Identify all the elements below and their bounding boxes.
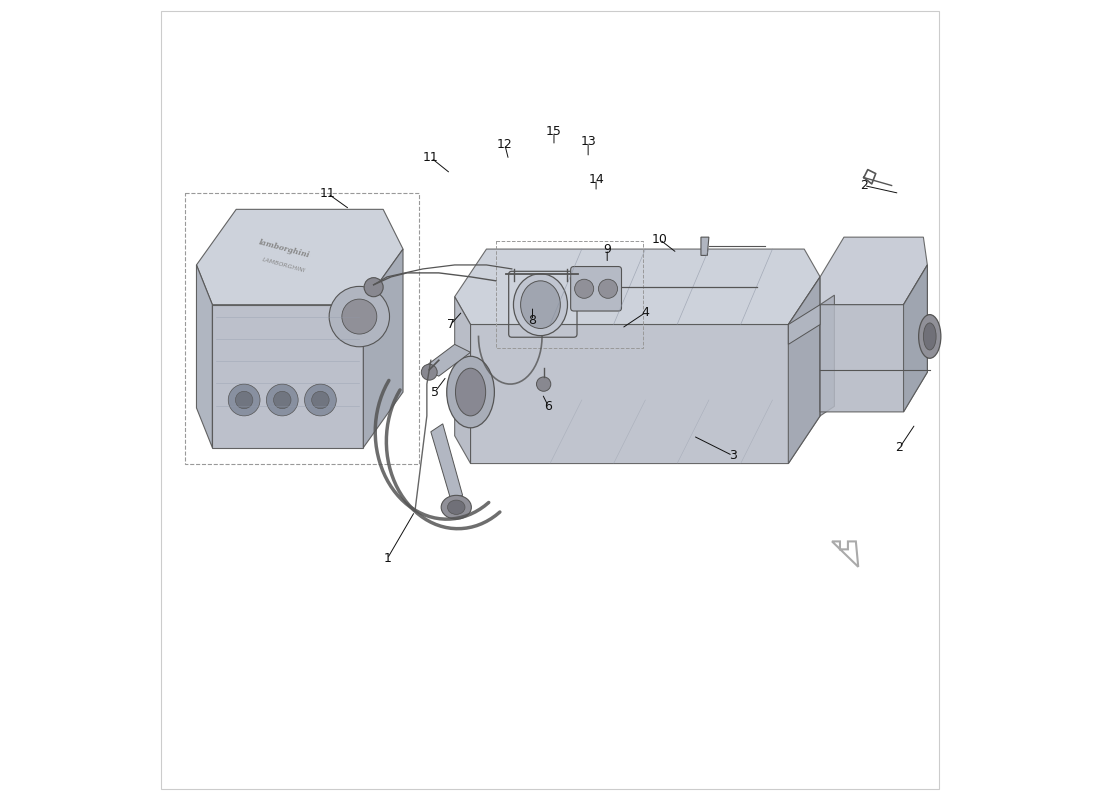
Polygon shape [454,249,821,325]
Ellipse shape [520,281,560,329]
Polygon shape [363,249,403,448]
Text: 10: 10 [651,233,668,246]
Text: 3: 3 [729,449,737,462]
Circle shape [574,279,594,298]
Text: 6: 6 [544,400,552,413]
Text: 4: 4 [641,306,649,319]
Text: 12: 12 [497,138,513,150]
Text: 7: 7 [447,318,454,331]
Text: 13: 13 [581,135,596,148]
Ellipse shape [514,274,568,336]
Text: 11: 11 [424,151,439,164]
Polygon shape [701,237,708,255]
Polygon shape [789,277,821,463]
Polygon shape [471,277,821,463]
Text: 15: 15 [546,125,562,138]
Text: 1: 1 [383,552,392,566]
Circle shape [364,278,383,297]
Circle shape [235,391,253,409]
Polygon shape [903,265,927,412]
FancyBboxPatch shape [571,266,621,311]
Text: 8: 8 [528,314,537,327]
Polygon shape [197,210,403,305]
Polygon shape [454,297,471,463]
Polygon shape [821,295,835,416]
Text: LAMBORGHINI: LAMBORGHINI [262,257,306,273]
Circle shape [266,384,298,416]
Circle shape [598,279,617,298]
Polygon shape [431,424,463,499]
Polygon shape [789,305,821,344]
Text: 2: 2 [895,441,903,454]
Polygon shape [422,344,471,376]
Polygon shape [821,237,927,305]
Text: 11: 11 [320,187,336,200]
Text: 2: 2 [860,179,868,192]
Circle shape [342,299,377,334]
Text: 5: 5 [431,386,439,398]
Circle shape [537,377,551,391]
Ellipse shape [447,356,494,428]
Polygon shape [197,265,212,448]
Circle shape [305,384,337,416]
Text: lamborghini: lamborghini [257,238,310,260]
Ellipse shape [918,314,940,358]
Ellipse shape [441,495,472,519]
Circle shape [329,286,389,346]
Ellipse shape [455,368,486,416]
Circle shape [421,364,437,380]
Circle shape [229,384,260,416]
Polygon shape [821,265,927,412]
Text: 9: 9 [603,242,612,255]
Text: 14: 14 [588,173,604,186]
Circle shape [274,391,292,409]
Circle shape [311,391,329,409]
Ellipse shape [923,323,936,350]
Polygon shape [212,305,363,448]
Ellipse shape [448,500,465,514]
